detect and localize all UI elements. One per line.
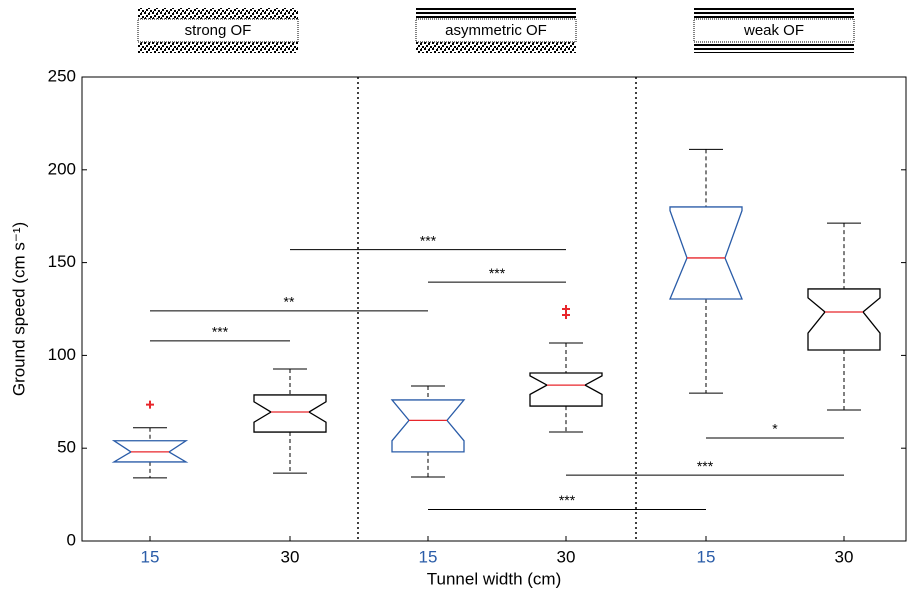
box	[390, 399, 466, 453]
x-tick-label: 15	[697, 547, 716, 566]
x-tick-label: 30	[281, 547, 300, 566]
box	[669, 206, 743, 300]
pattern-bottom	[416, 42, 576, 53]
plot-frame	[81, 76, 907, 542]
header-box	[693, 18, 855, 43]
significance-label: ***	[697, 458, 714, 474]
pattern-bottom	[694, 42, 854, 53]
x-axis-label: Tunnel width (cm)	[427, 569, 561, 588]
pattern-top	[138, 8, 298, 19]
x-tick-label: 15	[419, 547, 438, 566]
x-tick-label: 30	[835, 547, 854, 566]
pattern-bottom	[138, 42, 298, 53]
y-tick-label: 250	[48, 66, 76, 85]
group-label: asymmetric OF	[445, 22, 547, 39]
pattern-top	[694, 8, 854, 19]
y-tick-label: 150	[48, 252, 76, 271]
box	[253, 394, 327, 433]
group-label: weak OF	[743, 22, 804, 39]
significance-label: ***	[559, 492, 576, 508]
x-tick-label: 15	[141, 547, 160, 566]
outlier	[562, 305, 570, 313]
outlier	[146, 400, 154, 409]
x-tick-label: 30	[557, 547, 576, 566]
y-tick-label: 100	[48, 345, 76, 364]
group-label: strong OF	[185, 22, 252, 39]
box	[807, 288, 881, 351]
header-box	[415, 18, 577, 43]
y-axis-label: Ground speed (cm s⁻¹)	[9, 222, 28, 396]
header-box	[137, 18, 299, 43]
y-tick-label: 0	[67, 530, 76, 549]
box	[529, 372, 603, 407]
significance-label: **	[284, 294, 295, 310]
pattern-top	[416, 8, 576, 19]
significance-label: ***	[420, 232, 437, 248]
y-tick-label: 50	[57, 438, 76, 457]
group-headers: strong OF asymmetric OF weak OF	[137, 8, 855, 53]
significance-label: ***	[212, 324, 229, 340]
significance-label: ***	[489, 265, 506, 281]
significance-label: *	[772, 421, 778, 437]
y-tick-label: 200	[48, 159, 76, 178]
